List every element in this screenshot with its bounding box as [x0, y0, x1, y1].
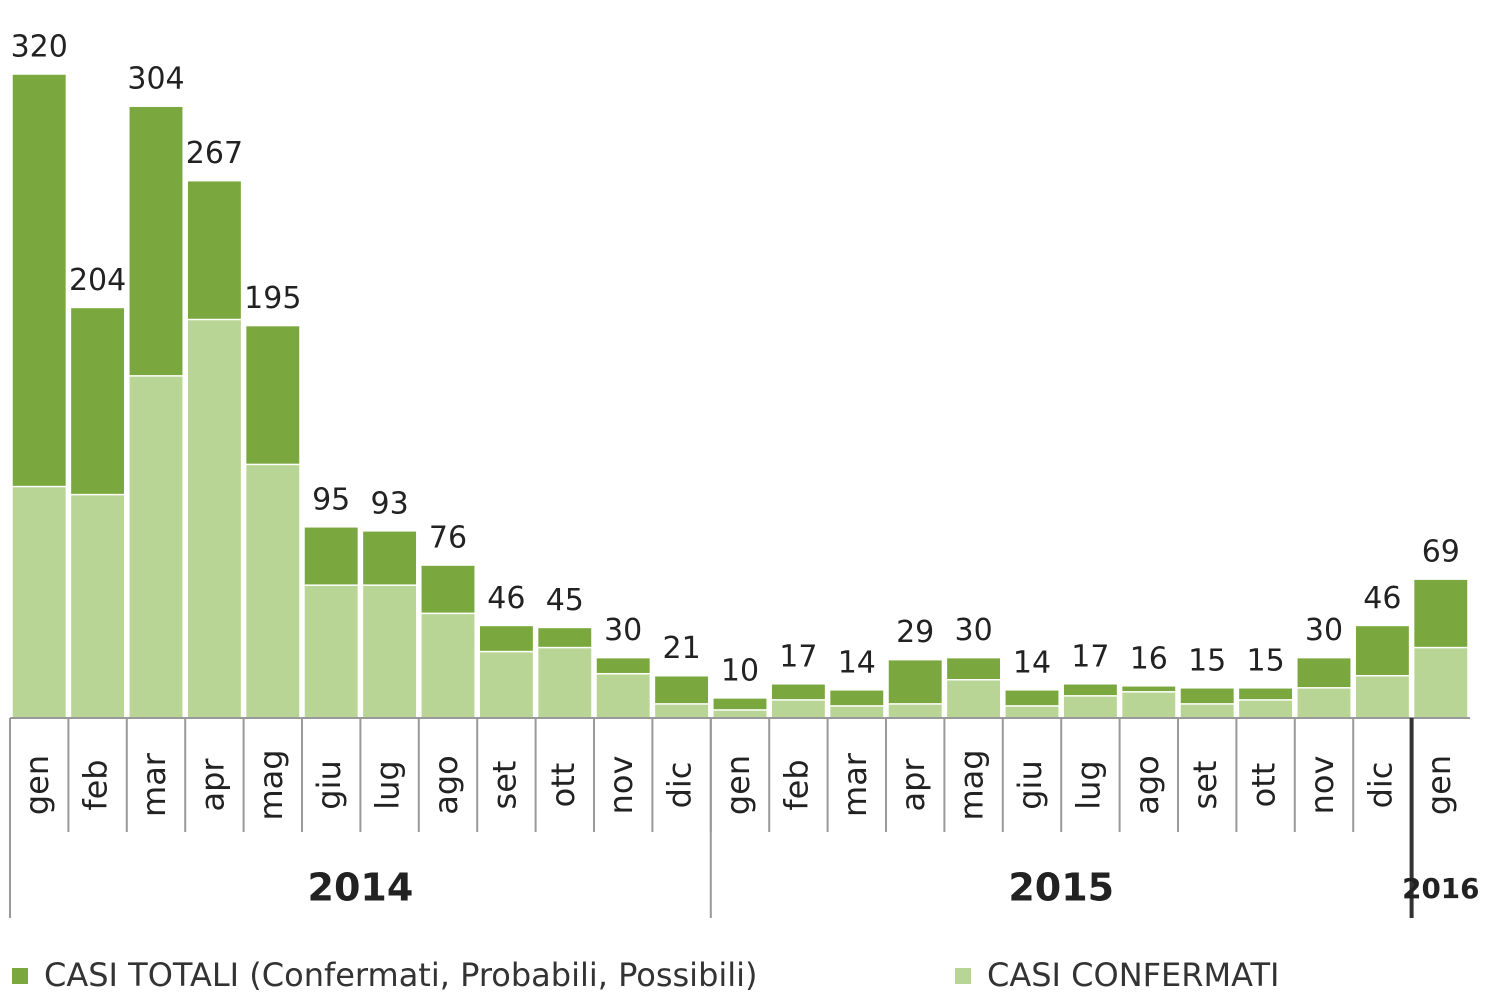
- x-tick-label: mar: [836, 752, 874, 817]
- legend-label: CASI CONFERMATI: [987, 956, 1279, 994]
- value-label: 267: [186, 136, 243, 171]
- value-label: 15: [1247, 643, 1285, 678]
- bar-confirmed: [70, 495, 124, 718]
- value-label: 304: [127, 62, 184, 97]
- x-tick-label: set: [485, 761, 523, 810]
- x-tick-label: set: [1186, 761, 1224, 810]
- year-label: 2015: [1008, 866, 1114, 910]
- bar-confirmed: [129, 376, 183, 718]
- bar-confirmed: [1122, 692, 1176, 718]
- bar-confirmed: [1005, 706, 1059, 718]
- x-tick-label: ott: [544, 763, 582, 808]
- value-label: 14: [1013, 645, 1051, 680]
- value-label: 46: [487, 581, 525, 616]
- bar-confirmed: [479, 652, 533, 718]
- bar-confirmed: [946, 680, 1000, 718]
- value-label: 45: [546, 583, 584, 618]
- x-tick-label: feb: [777, 759, 815, 810]
- chart: 320 gen 204 feb 304 mar 267 apr 195 mag 95 giu 93 lug…: [0, 0, 1505, 1000]
- value-label: 30: [955, 613, 993, 648]
- bar-confirmed: [421, 613, 475, 718]
- x-tick-label: ott: [1245, 763, 1283, 808]
- x-tick-label: giu: [310, 760, 348, 809]
- bar-confirmed: [304, 585, 358, 718]
- value-label: 69: [1422, 535, 1460, 570]
- bar-confirmed: [1180, 704, 1234, 718]
- value-label: 93: [371, 486, 409, 521]
- value-label: 76: [429, 521, 467, 556]
- value-label: 46: [1363, 581, 1401, 616]
- bar-confirmed: [654, 704, 708, 718]
- x-tick-label: dic: [1361, 762, 1399, 809]
- value-label: 17: [779, 639, 817, 674]
- x-tick-label: gen: [1420, 755, 1458, 815]
- bar-confirmed: [187, 320, 241, 718]
- value-label: 30: [604, 613, 642, 648]
- x-tick-label: dic: [661, 762, 699, 809]
- x-tick-label: apr: [894, 758, 932, 812]
- bar-confirmed: [1297, 688, 1351, 718]
- x-tick-label: mag: [252, 749, 290, 820]
- bar-confirmed: [1063, 696, 1117, 718]
- bar-confirmed: [362, 585, 416, 718]
- bar-confirmed: [1414, 648, 1468, 718]
- x-tick-label: gen: [18, 755, 56, 815]
- x-tick-label: mar: [135, 752, 173, 817]
- bar-confirmed: [12, 487, 66, 718]
- x-tick-label: nov: [602, 756, 640, 815]
- x-tick-label: giu: [1011, 760, 1049, 809]
- bar-confirmed: [538, 648, 592, 718]
- year-label: 2016: [1402, 872, 1479, 905]
- x-tick-label: lug: [1069, 760, 1107, 809]
- x-tick-label: nov: [1303, 756, 1341, 815]
- x-tick-label: ago: [427, 755, 465, 815]
- x-tick-label: gen: [719, 755, 757, 815]
- bar-confirmed: [830, 706, 884, 718]
- bar-confirmed: [771, 700, 825, 718]
- value-label: 320: [11, 30, 68, 65]
- legend-swatch: [12, 968, 28, 984]
- bar-confirmed: [596, 674, 650, 718]
- value-label: 204: [69, 263, 126, 298]
- value-label: 21: [663, 631, 701, 666]
- bar-confirmed: [713, 710, 767, 718]
- value-label: 17: [1071, 639, 1109, 674]
- value-label: 10: [721, 653, 759, 688]
- legend-swatch: [955, 968, 971, 984]
- x-tick-label: apr: [193, 758, 231, 812]
- value-label: 30: [1305, 613, 1343, 648]
- legend-label: CASI TOTALI (Confermati, Probabili, Poss…: [44, 956, 758, 994]
- x-tick-label: lug: [369, 760, 407, 809]
- x-tick-label: mag: [953, 749, 991, 820]
- bar-confirmed: [246, 464, 300, 718]
- x-tick-label: feb: [77, 759, 115, 810]
- year-label: 2014: [308, 866, 414, 910]
- value-label: 14: [838, 645, 876, 680]
- value-label: 195: [244, 281, 301, 316]
- bar-confirmed: [1238, 700, 1292, 718]
- value-label: 16: [1130, 641, 1168, 676]
- value-label: 95: [312, 482, 350, 517]
- value-label: 15: [1188, 643, 1226, 678]
- bar-confirmed: [888, 704, 942, 718]
- bar-confirmed: [1355, 676, 1409, 718]
- x-tick-label: ago: [1128, 755, 1166, 815]
- value-label: 29: [896, 615, 934, 650]
